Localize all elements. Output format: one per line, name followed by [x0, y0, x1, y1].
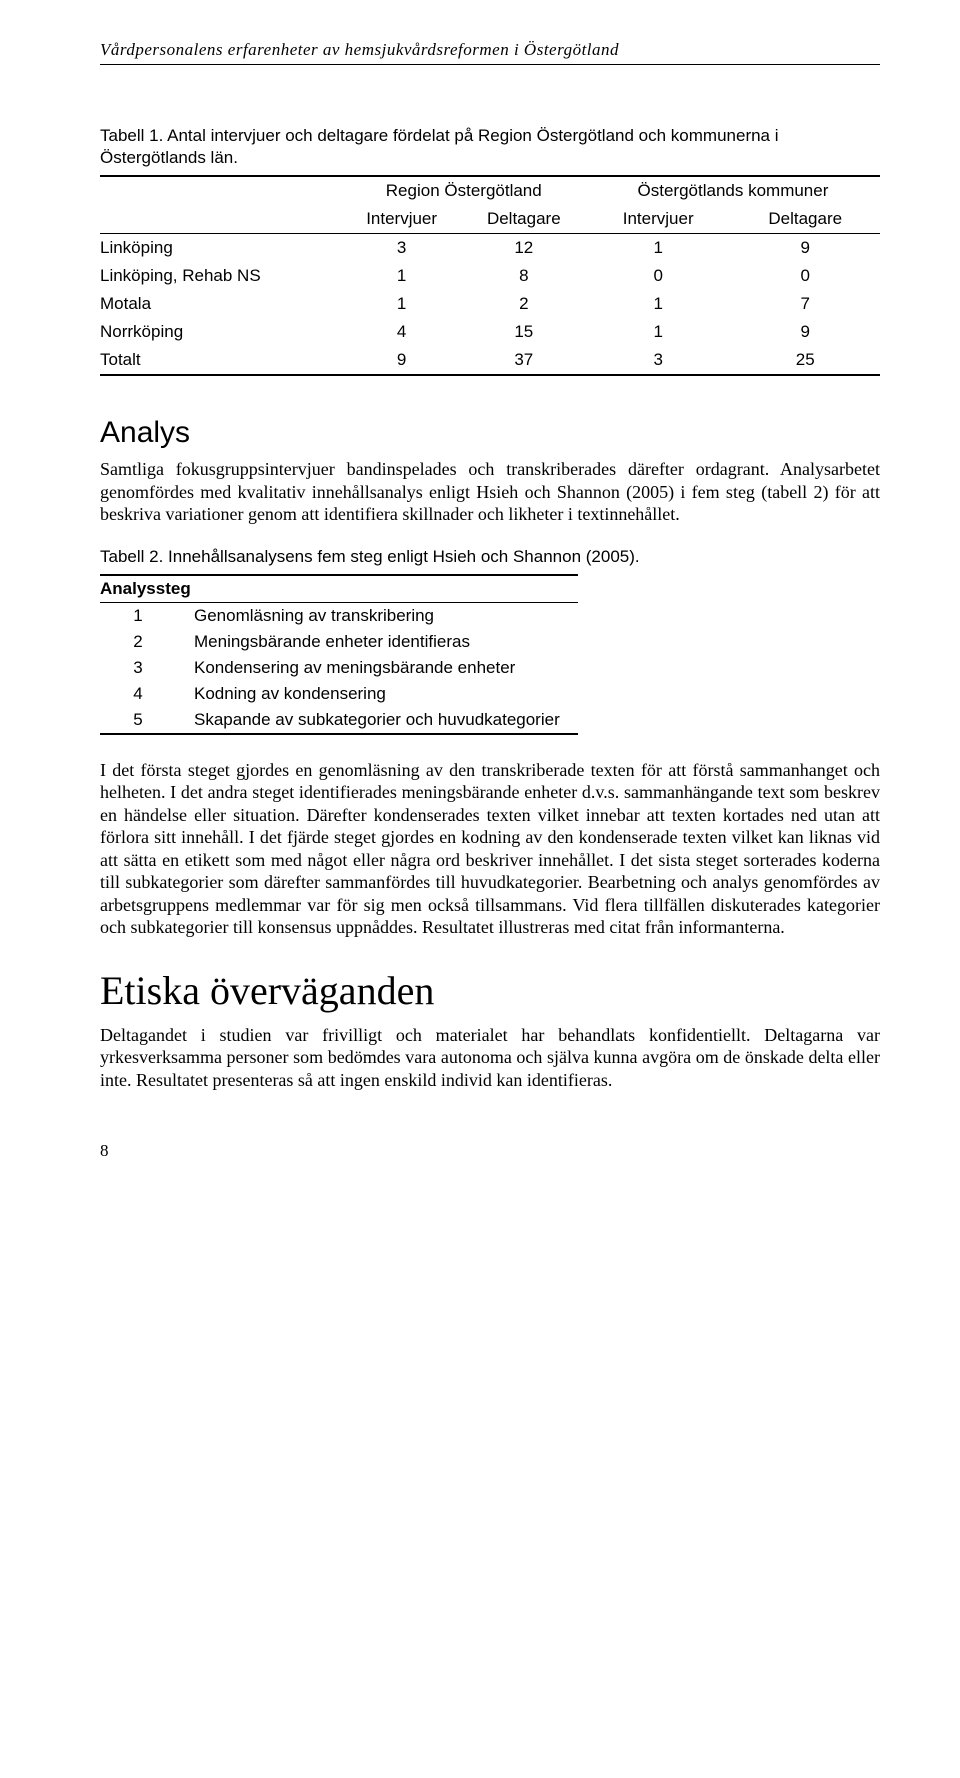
- discussion-paragraph: I det första steget gjordes en genomläsn…: [100, 759, 880, 939]
- table1-cell: 3: [586, 346, 731, 375]
- table1-col-header: Intervjuer: [342, 205, 462, 234]
- table1-cell: 25: [730, 346, 880, 375]
- table2-caption: Tabell 2. Innehållsanalysens fem steg en…: [100, 546, 880, 568]
- table1-col-header: Deltagare: [730, 205, 880, 234]
- table2-header: Analyssteg: [100, 575, 578, 603]
- table1-cell: 1: [342, 290, 462, 318]
- table2-step-text: Skapande av subkategorier och huvudkateg…: [176, 707, 578, 734]
- analys-paragraph: Samtliga fokusgruppsintervjuer bandinspe…: [100, 458, 880, 526]
- table2-step-text: Genomläsning av transkribering: [176, 602, 578, 629]
- table1-cell: 0: [730, 262, 880, 290]
- table1-cell: 3: [342, 234, 462, 263]
- table1-cell: 1: [342, 262, 462, 290]
- table2-step-text: Kodning av kondensering: [176, 681, 578, 707]
- table1-cell: 4: [342, 318, 462, 346]
- table1-cell: 12: [462, 234, 586, 263]
- page: Vårdpersonalens erfarenheter av hemsjukv…: [0, 0, 960, 1221]
- table1-cell: 15: [462, 318, 586, 346]
- table1-col-header: Deltagare: [462, 205, 586, 234]
- table1-caption: Tabell 1. Antal intervjuer och deltagare…: [100, 125, 880, 169]
- table1-row-label: Norrköping: [100, 318, 342, 346]
- table1-cell: 1: [586, 318, 731, 346]
- table1-group-header: Östergötlands kommuner: [586, 176, 880, 205]
- table1-cell: 1: [586, 234, 731, 263]
- table2-step-num: 1: [100, 602, 176, 629]
- table2-step-num: 2: [100, 629, 176, 655]
- running-header: Vårdpersonalens erfarenheter av hemsjukv…: [100, 40, 880, 65]
- table1-cell: 9: [342, 346, 462, 375]
- analys-heading: Analys: [100, 416, 880, 450]
- table2: Analyssteg 1 Genomläsning av transkriber…: [100, 574, 578, 735]
- etiska-heading: Etiska överväganden: [100, 967, 880, 1014]
- table1-cell: 0: [586, 262, 731, 290]
- table2-step-text: Kondensering av meningsbärande enheter: [176, 655, 578, 681]
- table1-cell: 8: [462, 262, 586, 290]
- table1-cell: 9: [730, 318, 880, 346]
- table1-cell: 1: [586, 290, 731, 318]
- table1-cell: 9: [730, 234, 880, 263]
- table1-cell: 7: [730, 290, 880, 318]
- table1-row-label: Totalt: [100, 346, 342, 375]
- table1-col-header: Intervjuer: [586, 205, 731, 234]
- table1: Region Östergötland Östergötlands kommun…: [100, 175, 880, 376]
- table2-step-num: 4: [100, 681, 176, 707]
- table2-step-num: 3: [100, 655, 176, 681]
- table1-row-label: Motala: [100, 290, 342, 318]
- table2-step-num: 5: [100, 707, 176, 734]
- table1-row-label: Linköping, Rehab NS: [100, 262, 342, 290]
- table1-group-header: Region Östergötland: [342, 176, 586, 205]
- table2-step-text: Meningsbärande enheter identifieras: [176, 629, 578, 655]
- table1-row-label: Linköping: [100, 234, 342, 263]
- page-number: 8: [100, 1141, 880, 1161]
- table1-cell: 2: [462, 290, 586, 318]
- table1-cell: 37: [462, 346, 586, 375]
- etiska-paragraph: Deltagandet i studien var frivilligt och…: [100, 1024, 880, 1092]
